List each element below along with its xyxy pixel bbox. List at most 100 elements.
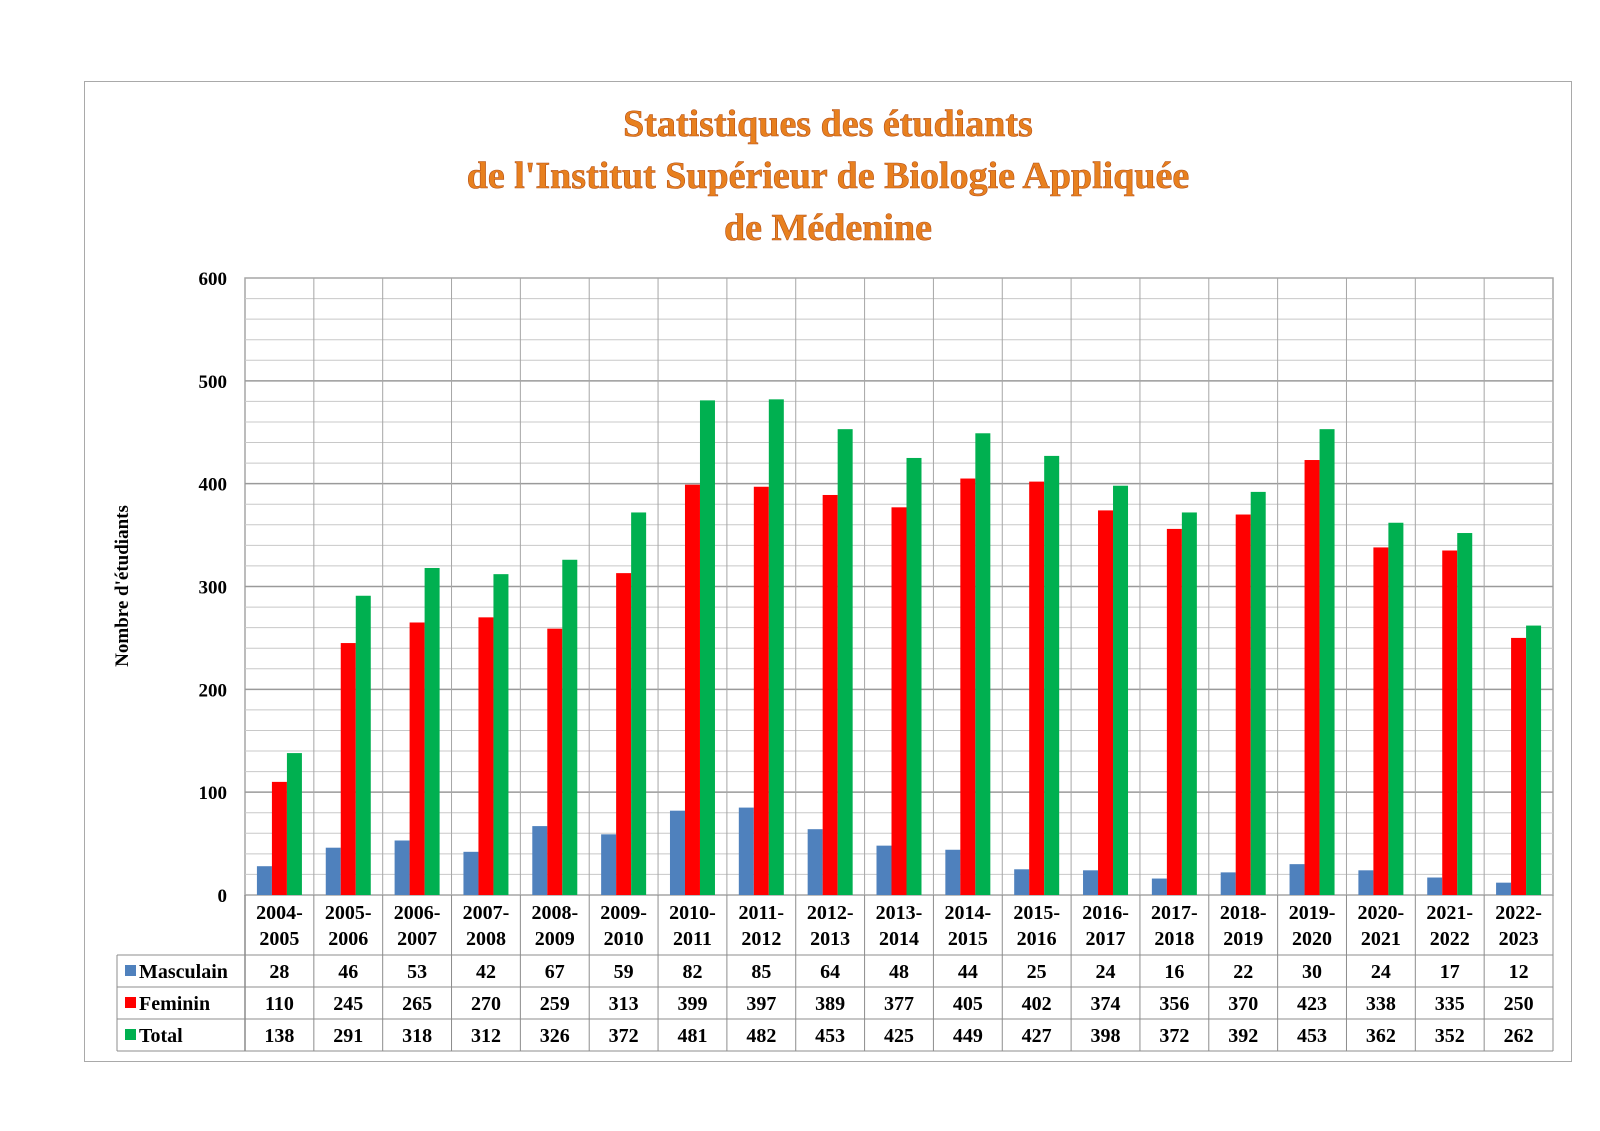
data-label-masculain: 48 bbox=[889, 961, 909, 983]
bar-masculain-2008-2009 bbox=[532, 826, 548, 895]
series-label-feminin: Feminin bbox=[139, 993, 210, 1015]
category-label: 2019- bbox=[1289, 902, 1336, 924]
category-label: 2012- bbox=[807, 902, 854, 924]
category-label: 2006- bbox=[394, 902, 441, 924]
category-label: 2009 bbox=[535, 928, 575, 950]
data-label-masculain: 53 bbox=[407, 961, 427, 983]
bar-total-2021-2022 bbox=[1457, 533, 1473, 895]
bar-feminin-2021-2022 bbox=[1442, 550, 1458, 895]
data-label-feminin: 423 bbox=[1297, 993, 1327, 1015]
chart-title-line-1: Statistiques des étudiants bbox=[623, 103, 1033, 145]
category-label: 2018 bbox=[1154, 928, 1194, 950]
data-label-total: 326 bbox=[540, 1025, 570, 1047]
bar-total-2017-2018 bbox=[1181, 512, 1197, 895]
data-label-masculain: 64 bbox=[820, 961, 840, 983]
data-label-feminin: 356 bbox=[1159, 993, 1189, 1015]
bar-masculain-2020-2021 bbox=[1358, 870, 1374, 895]
bar-feminin-2005-2006 bbox=[340, 643, 356, 895]
data-label-total: 481 bbox=[677, 1025, 707, 1047]
category-label: 2010- bbox=[669, 902, 716, 924]
data-label-masculain: 22 bbox=[1233, 961, 1253, 983]
chart-title-line-3: de Médenine bbox=[724, 207, 932, 249]
category-label: 2017- bbox=[1151, 902, 1198, 924]
bar-masculain-2017-2018 bbox=[1151, 878, 1167, 895]
data-label-feminin: 270 bbox=[471, 993, 501, 1015]
y-tick-label: 600 bbox=[199, 269, 228, 290]
data-label-masculain: 82 bbox=[682, 961, 702, 983]
bar-masculain-2006-2007 bbox=[394, 840, 410, 895]
bar-masculain-2004-2005 bbox=[256, 866, 272, 895]
bar-feminin-2020-2021 bbox=[1373, 547, 1389, 895]
data-label-total: 138 bbox=[264, 1025, 294, 1047]
category-label: 2015 bbox=[948, 928, 988, 950]
y-axis-ticks: 0 100 200 300 400 500 600 bbox=[199, 269, 228, 907]
category-label: 2015- bbox=[1013, 902, 1060, 924]
category-label: 2011 bbox=[673, 928, 712, 950]
bar-total-2014-2015 bbox=[975, 433, 991, 895]
data-label-masculain: 12 bbox=[1509, 961, 1529, 983]
data-label-feminin: 250 bbox=[1504, 993, 1534, 1015]
bar-masculain-2022-2023 bbox=[1496, 882, 1512, 895]
bar-feminin-2016-2017 bbox=[1098, 510, 1114, 895]
data-label-total: 312 bbox=[471, 1025, 501, 1047]
data-label-masculain: 85 bbox=[751, 961, 771, 983]
data-label-feminin: 397 bbox=[746, 993, 776, 1015]
bar-masculain-2021-2022 bbox=[1427, 877, 1443, 895]
category-label: 2021 bbox=[1361, 928, 1401, 950]
bar-masculain-2013-2014 bbox=[876, 845, 892, 895]
data-label-masculain: 59 bbox=[614, 961, 634, 983]
category-label: 2011- bbox=[739, 902, 785, 924]
y-tick-label: 500 bbox=[199, 372, 228, 393]
bar-feminin-2011-2012 bbox=[753, 486, 769, 895]
data-label-total: 372 bbox=[609, 1025, 639, 1047]
legend-key-masculain bbox=[125, 965, 136, 976]
data-label-feminin: 402 bbox=[1022, 993, 1052, 1015]
data-label-total: 425 bbox=[884, 1025, 914, 1047]
bar-total-2015-2016 bbox=[1044, 455, 1060, 895]
chart-title-line-2: de l'Institut Supérieur de Biologie Appl… bbox=[467, 155, 1189, 197]
bar-total-2004-2005 bbox=[286, 753, 302, 895]
data-label-masculain: 46 bbox=[338, 961, 358, 983]
category-label: 2010 bbox=[604, 928, 644, 950]
series-label-total: Total bbox=[139, 1025, 183, 1047]
data-label-total: 482 bbox=[746, 1025, 776, 1047]
category-label: 2014- bbox=[945, 902, 992, 924]
bar-feminin-2019-2020 bbox=[1304, 460, 1320, 895]
data-label-total: 262 bbox=[1504, 1025, 1534, 1047]
bar-total-2016-2017 bbox=[1113, 485, 1129, 895]
bar-masculain-2016-2017 bbox=[1083, 870, 1099, 895]
data-label-total: 318 bbox=[402, 1025, 432, 1047]
category-label: 2016 bbox=[1017, 928, 1057, 950]
data-label-masculain: 24 bbox=[1096, 961, 1116, 983]
data-table: 2004- 2005 2005- 2006 2006- 2007 2007- 2008 2008… bbox=[116, 895, 1554, 1052]
data-label-feminin: 370 bbox=[1228, 993, 1258, 1015]
y-tick-label: 100 bbox=[199, 783, 228, 804]
bar-total-2008-2009 bbox=[562, 559, 578, 895]
bar-total-2022-2023 bbox=[1526, 625, 1542, 895]
data-label-feminin: 259 bbox=[540, 993, 570, 1015]
data-label-feminin: 265 bbox=[402, 993, 432, 1015]
bar-total-2011-2012 bbox=[768, 399, 784, 895]
bar-masculain-2015-2016 bbox=[1014, 869, 1030, 895]
data-label-masculain: 44 bbox=[958, 961, 978, 983]
category-label: 2018- bbox=[1220, 902, 1267, 924]
category-label: 2013 bbox=[810, 928, 850, 950]
category-label: 2013- bbox=[876, 902, 923, 924]
category-label: 2007- bbox=[463, 902, 510, 924]
category-label: 2008 bbox=[466, 928, 506, 950]
category-label: 2020 bbox=[1292, 928, 1332, 950]
data-label-masculain: 28 bbox=[269, 961, 289, 983]
data-label-total: 362 bbox=[1366, 1025, 1396, 1047]
bar-feminin-2017-2018 bbox=[1166, 528, 1182, 895]
data-label-feminin: 405 bbox=[953, 993, 983, 1015]
category-label: 2014 bbox=[879, 928, 919, 950]
data-label-feminin: 377 bbox=[884, 993, 914, 1015]
category-label: 2017 bbox=[1086, 928, 1126, 950]
chart-frame bbox=[84, 81, 1572, 1062]
bar-masculain-2010-2011 bbox=[669, 810, 685, 895]
category-label: 2019 bbox=[1223, 928, 1263, 950]
legend-key-total bbox=[125, 1029, 136, 1040]
bar-masculain-2005-2006 bbox=[325, 847, 341, 895]
data-label-feminin: 389 bbox=[815, 993, 845, 1015]
